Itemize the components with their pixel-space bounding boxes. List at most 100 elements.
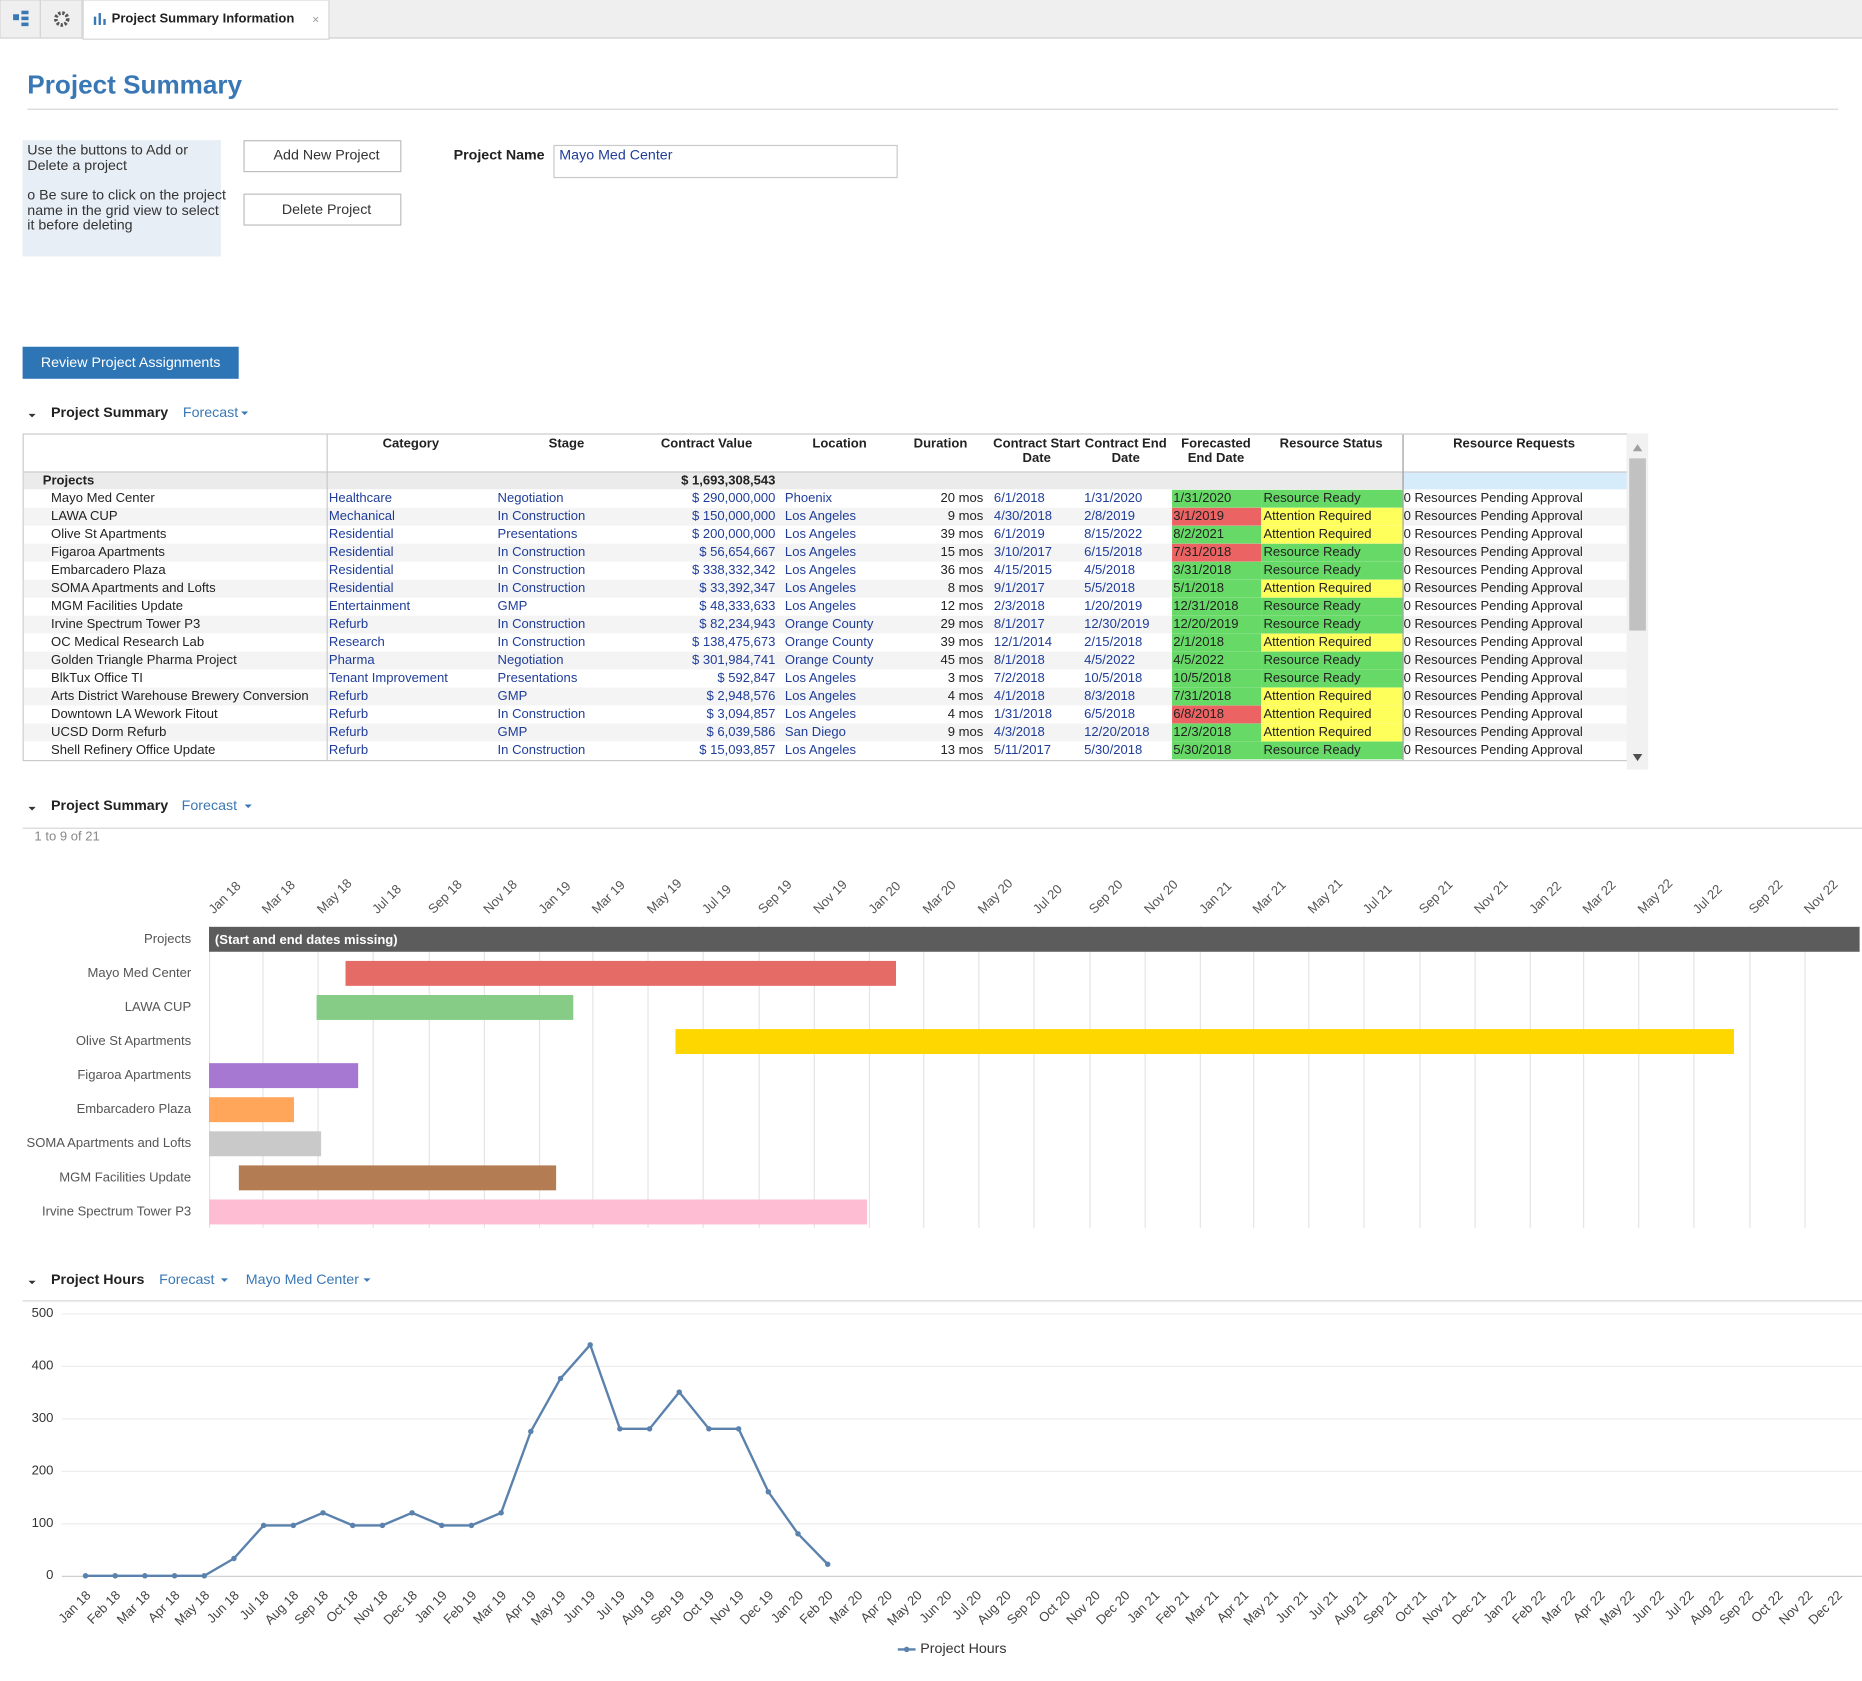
column-header[interactable]: Resource Requests xyxy=(1453,436,1575,451)
column-header[interactable]: Location xyxy=(812,436,866,451)
column-header[interactable]: Forecasted xyxy=(1181,436,1251,451)
location: Los Angeles xyxy=(785,742,857,757)
start-date: 6/1/2019 xyxy=(994,526,1045,541)
project-name[interactable]: Embarcadero Plaza xyxy=(51,562,166,577)
project-name[interactable]: SOMA Apartments and Lofts xyxy=(51,580,216,595)
category: Refurb xyxy=(329,706,368,721)
forecast-date: 12/31/2018 xyxy=(1173,598,1238,613)
project-name[interactable]: Irvine Spectrum Tower P3 xyxy=(51,616,200,631)
duration: 4 mos xyxy=(948,706,984,721)
project-name-label: Project Name xyxy=(454,147,545,163)
x-tick-label: Mar 21 xyxy=(1249,877,1288,916)
project-name[interactable]: Golden Triangle Pharma Project xyxy=(51,652,237,667)
project-name[interactable]: MGM Facilities Update xyxy=(51,598,183,613)
total-row-name: Projects xyxy=(43,472,94,487)
end-date: 6/5/2018 xyxy=(1084,706,1135,721)
view-dropdown[interactable]: Forecast xyxy=(183,405,238,421)
add-button[interactable] xyxy=(243,140,402,173)
project-name[interactable]: LAWA CUP xyxy=(51,508,118,523)
end-date: 4/5/2018 xyxy=(1084,562,1135,577)
settings-tab[interactable] xyxy=(39,0,83,39)
tab-close[interactable]: × xyxy=(312,12,319,26)
project-name[interactable]: Downtown LA Wework Fitout xyxy=(51,706,218,721)
line-point xyxy=(617,1426,623,1432)
column-header[interactable]: Duration xyxy=(914,436,968,451)
view-dropdown[interactable]: Forecast xyxy=(159,1272,214,1288)
x-tick-label: Dec 21 xyxy=(1449,1588,1489,1628)
project-name[interactable]: Figaroa Apartments xyxy=(51,544,165,559)
column-header[interactable]: Resource Status xyxy=(1280,436,1383,451)
x-tick-label: Mar 19 xyxy=(470,1588,509,1627)
column-header[interactable]: Stage xyxy=(549,436,585,451)
review-button[interactable] xyxy=(22,346,239,379)
start-date: 8/1/2017 xyxy=(994,616,1045,631)
resource-status: Attention Required xyxy=(1263,724,1371,739)
column-header[interactable]: Contract Start xyxy=(993,436,1081,451)
x-tick-label: Jan 22 xyxy=(1526,878,1564,916)
collapse-arrow[interactable] xyxy=(28,413,36,418)
project-name-input[interactable] xyxy=(553,144,898,179)
status-cell-bg xyxy=(1261,669,1403,688)
duration: 9 mos xyxy=(948,724,984,739)
resource-status: Resource Ready xyxy=(1263,670,1361,685)
delete-button-label: Delete Project xyxy=(282,202,371,218)
legend-label[interactable]: Project Hours xyxy=(920,1641,1006,1657)
section-title: Project Summary xyxy=(51,798,168,814)
x-tick-label: Mar 22 xyxy=(1539,1588,1578,1627)
x-tick-label: Jan 18 xyxy=(205,878,243,916)
end-date: 2/15/2018 xyxy=(1084,634,1142,649)
x-tick-label: May 19 xyxy=(644,876,685,917)
project-name[interactable]: UCSD Dorm Refurb xyxy=(51,724,166,739)
column-header[interactable]: Date xyxy=(1112,450,1140,465)
line-point xyxy=(142,1573,148,1579)
status-cell-bg xyxy=(1261,597,1403,616)
tree-tab[interactable] xyxy=(0,0,41,39)
project-name[interactable]: Arts District Warehouse Brewery Conversi… xyxy=(51,688,309,703)
line-point xyxy=(587,1342,593,1348)
dropdown-caret xyxy=(220,1278,229,1282)
resource-requests: 0 Resources Pending Approval xyxy=(1404,544,1583,559)
start-date: 7/2/2018 xyxy=(994,670,1045,685)
column-header[interactable]: Date xyxy=(1023,450,1051,465)
project-name[interactable]: OC Medical Research Lab xyxy=(51,634,204,649)
stage: In Construction xyxy=(498,634,586,649)
end-date: 10/5/2018 xyxy=(1084,670,1142,685)
active-tab[interactable] xyxy=(82,0,330,40)
column-header[interactable]: Contract Value xyxy=(661,436,752,451)
column-header[interactable]: Category xyxy=(383,436,440,451)
resource-requests: 0 Resources Pending Approval xyxy=(1404,742,1583,757)
delete-button[interactable] xyxy=(243,193,402,226)
dropdown-caret xyxy=(244,804,252,809)
resource-requests: 0 Resources Pending Approval xyxy=(1404,526,1583,541)
scroll-down[interactable] xyxy=(1632,754,1643,762)
category: Residential xyxy=(329,580,394,595)
stage: In Construction xyxy=(498,616,586,631)
forecast-cell-bg xyxy=(1172,687,1262,706)
project-name[interactable]: BlkTux Office TI xyxy=(51,670,143,685)
contract-value: $ 3,094,857 xyxy=(707,706,776,721)
scrollbar-thumb[interactable] xyxy=(1629,458,1646,631)
project-dropdown[interactable]: Mayo Med Center xyxy=(246,1272,359,1288)
line-point xyxy=(498,1510,504,1516)
x-tick-label: Sep 22 xyxy=(1746,877,1786,917)
view-dropdown[interactable]: Forecast xyxy=(182,798,237,814)
column-header[interactable]: End Date xyxy=(1188,450,1245,465)
status-cell-bg xyxy=(1261,615,1403,634)
forecast-cell-bg xyxy=(1172,633,1262,652)
contract-value: $ 138,475,673 xyxy=(692,634,775,649)
scroll-up[interactable] xyxy=(1632,444,1643,452)
project-name[interactable]: Shell Refinery Office Update xyxy=(51,742,215,757)
forecast-date: 5/30/2018 xyxy=(1173,742,1231,757)
column-header[interactable]: Contract End xyxy=(1085,436,1167,451)
x-tick-label: Jul 18 xyxy=(369,881,404,916)
forecast-cell-bg xyxy=(1172,561,1262,580)
collapse-arrow[interactable] xyxy=(28,1280,36,1285)
forecast-date: 8/2/2021 xyxy=(1173,526,1224,541)
location: Los Angeles xyxy=(785,580,857,595)
location: San Diego xyxy=(785,724,846,739)
end-date: 1/31/2020 xyxy=(1084,490,1142,505)
project-name[interactable]: Olive St Apartments xyxy=(51,526,167,541)
forecast-cell-bg xyxy=(1172,597,1262,616)
collapse-arrow[interactable] xyxy=(28,806,36,811)
project-name[interactable]: Mayo Med Center xyxy=(51,490,155,505)
